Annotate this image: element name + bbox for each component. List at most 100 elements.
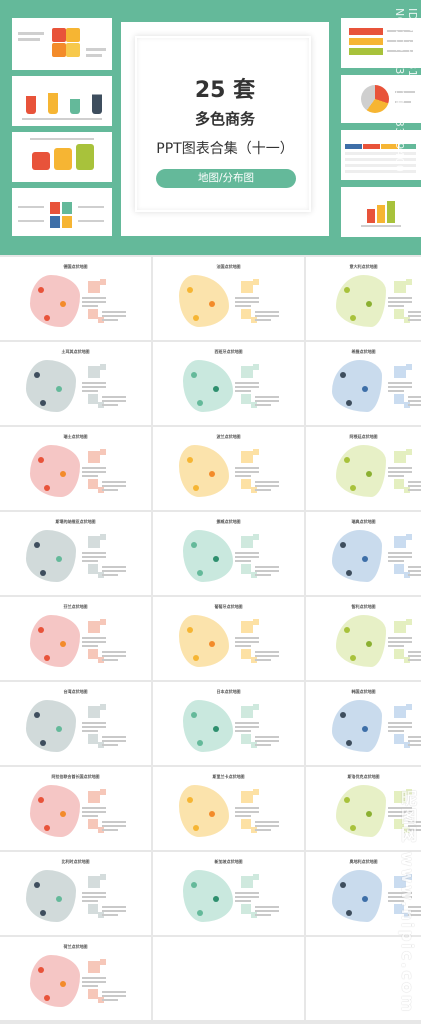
slide-thumbnail[interactable]: 斯里兰卡点状地图: [153, 767, 304, 850]
slide-thumbnail[interactable]: 韩国点状地图: [306, 682, 421, 765]
legend-square: [241, 479, 251, 489]
slide-thumbnail[interactable]: 荷兰点状地图: [0, 937, 151, 1020]
placeholder-text-line: [408, 659, 421, 661]
slide-thumbnail[interactable]: 智利点状地图: [306, 597, 421, 680]
placeholder-text-line: [102, 999, 118, 1001]
map-marker: [193, 655, 199, 661]
placeholder-text-line: [388, 892, 412, 894]
slide-thumbnail[interactable]: 意大利点状地图: [306, 257, 421, 340]
legend-square: [241, 451, 253, 463]
placeholder-text-line: [235, 556, 259, 558]
placeholder-text-line: [388, 722, 412, 724]
preview-thumb-cylinders: [12, 132, 112, 182]
cover-frame: [135, 36, 311, 212]
map-marker: [340, 372, 346, 378]
map-marker: [197, 740, 203, 746]
slide-thumbnail[interactable]: 瑞典点状地图: [306, 512, 421, 595]
map-marker: [366, 471, 372, 477]
legend-square: [88, 791, 100, 803]
placeholder-text-line: [255, 740, 279, 742]
slide-thumbnail[interactable]: 波兰点状地图: [153, 427, 304, 510]
slide-thumbnail[interactable]: 斯洛伐克点状地图: [306, 767, 421, 850]
placeholder-text-line: [255, 821, 279, 823]
placeholder-text-line: [255, 825, 279, 827]
map-marker: [38, 797, 44, 803]
slide-thumbnail[interactable]: 新加坡点状地图: [153, 852, 304, 935]
legend-square: [88, 309, 98, 319]
placeholder-text-line: [388, 467, 412, 469]
map-marker: [56, 726, 62, 732]
slide-thumbnail[interactable]: 希腊点状地图: [306, 342, 421, 425]
placeholder-text-line: [102, 736, 126, 738]
legend-square: [394, 536, 406, 548]
slide-thumbnail[interactable]: 比利时点状地图: [0, 852, 151, 935]
map-marker: [44, 485, 50, 491]
legend-square: [404, 572, 410, 578]
placeholder-text-line: [102, 825, 126, 827]
legend-square: [394, 479, 404, 489]
legend-square: [88, 451, 100, 463]
legend-square: [241, 309, 251, 319]
slide-thumbnail[interactable]: 德国点状地图: [0, 257, 151, 340]
legend-square: [253, 364, 259, 370]
slide-title: 芬兰点状地图: [63, 604, 88, 609]
slide-thumbnail[interactable]: 西班牙点状地图: [153, 342, 304, 425]
slide-thumbnail[interactable]: 斯堪的纳维亚点状地图: [0, 512, 151, 595]
slide-thumbnail[interactable]: 芬兰点状地图: [0, 597, 151, 680]
map-marker: [38, 287, 44, 293]
legend-square: [394, 309, 404, 319]
legend-square: [241, 876, 253, 888]
placeholder-text-line: [82, 382, 106, 384]
placeholder-text-line: [82, 892, 106, 894]
placeholder-text-line: [102, 319, 118, 321]
slide-thumbnail[interactable]: 瑞士点状地图: [0, 427, 151, 510]
map-marker: [366, 811, 372, 817]
legend-square: [251, 487, 257, 493]
legend-square: [253, 619, 259, 625]
placeholder-text-line: [102, 906, 126, 908]
map-marker: [40, 400, 46, 406]
map-marker: [60, 981, 66, 987]
slide-thumbnail[interactable]: 葡萄牙点状地图: [153, 597, 304, 680]
map-marker: [366, 301, 372, 307]
placeholder-text-line: [82, 807, 106, 809]
slide-title: 瑞典点状地图: [351, 519, 376, 524]
legend-square: [394, 876, 406, 888]
map-marker: [362, 896, 368, 902]
placeholder-text-line: [82, 981, 106, 983]
placeholder-text-line: [82, 556, 106, 558]
slide-thumbnail[interactable]: 阿根廷点状地图: [306, 427, 421, 510]
slide-thumbnail[interactable]: 阿拉伯联合酋长国点状地图: [0, 767, 151, 850]
placeholder-text-line: [102, 659, 118, 661]
legend-square: [253, 279, 259, 285]
watermark-site: 昵图网 www.nipic.com: [398, 790, 417, 1014]
slide-thumbnail[interactable]: 日本点状地图: [153, 682, 304, 765]
placeholder-text-line: [388, 896, 412, 898]
legend-square: [88, 621, 100, 633]
placeholder-text-line: [388, 560, 404, 562]
legend-square: [88, 706, 100, 718]
legend-square: [88, 649, 98, 659]
placeholder-text-line: [235, 475, 251, 477]
legend-square: [251, 827, 257, 833]
placeholder-text-line: [235, 382, 259, 384]
placeholder-text-line: [102, 396, 126, 398]
placeholder-text-line: [82, 645, 98, 647]
slide-thumbnail[interactable]: 土耳其点状地图: [0, 342, 151, 425]
slide-thumbnail[interactable]: 挪威点状地图: [153, 512, 304, 595]
slide-title: 葡萄牙点状地图: [214, 604, 243, 609]
placeholder-text-line: [388, 471, 412, 473]
slide-title: 日本点状地图: [216, 689, 241, 694]
map-marker: [346, 570, 352, 576]
slide-thumbnail[interactable]: 奥地利点状地图: [306, 852, 421, 935]
cover-tag: 地图/分布图: [156, 169, 296, 188]
legend-square: [406, 279, 412, 285]
placeholder-text-line: [82, 985, 98, 987]
slide-title: 阿拉伯联合酋长国点状地图: [51, 774, 100, 779]
country-map: [332, 530, 382, 582]
slide-thumbnail[interactable]: 台湾点状地图: [0, 682, 151, 765]
placeholder-text-line: [388, 641, 412, 643]
slide-thumbnail[interactable]: 法国点状地图: [153, 257, 304, 340]
placeholder-text-line: [235, 386, 259, 388]
slide-title: 斯里兰卡点状地图: [212, 774, 245, 779]
